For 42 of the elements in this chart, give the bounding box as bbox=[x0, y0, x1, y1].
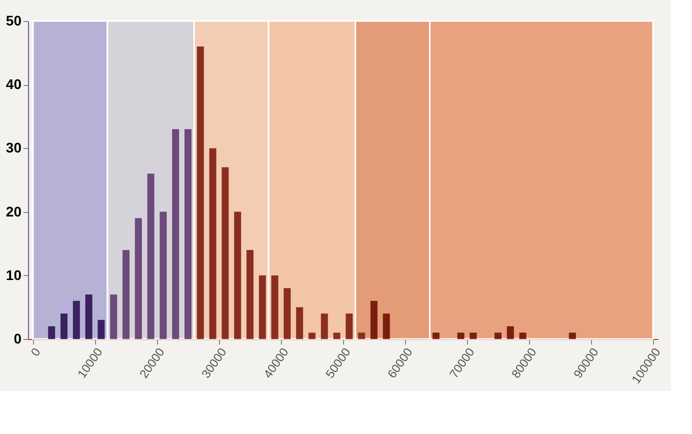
y-tick-label: 0 bbox=[14, 330, 22, 346]
y-tick-label: 20 bbox=[6, 203, 22, 220]
bar bbox=[160, 212, 167, 339]
bar bbox=[284, 288, 291, 339]
bar bbox=[172, 129, 180, 339]
bar bbox=[358, 332, 366, 339]
bar bbox=[147, 174, 154, 339]
bar bbox=[98, 320, 105, 339]
bar bbox=[382, 314, 390, 339]
bar bbox=[258, 275, 266, 339]
bar bbox=[271, 275, 278, 339]
x-tick-label: 0 bbox=[28, 345, 44, 359]
bar bbox=[48, 326, 56, 339]
bar bbox=[134, 218, 142, 339]
bar bbox=[519, 332, 526, 339]
bar bbox=[60, 314, 68, 339]
bar bbox=[209, 148, 216, 339]
bar bbox=[333, 332, 340, 339]
bar bbox=[110, 294, 118, 339]
bar bbox=[346, 314, 353, 339]
bar bbox=[122, 250, 130, 339]
bar bbox=[370, 300, 378, 339]
y-tick-label: 10 bbox=[6, 266, 22, 283]
bar bbox=[196, 46, 204, 339]
bar bbox=[457, 332, 464, 339]
bar bbox=[506, 326, 514, 339]
bar bbox=[72, 300, 80, 339]
bar bbox=[296, 307, 304, 339]
bar bbox=[432, 332, 440, 339]
bar bbox=[308, 332, 316, 339]
bar bbox=[494, 332, 502, 339]
bar bbox=[568, 332, 576, 339]
y-tick-label: 50 bbox=[6, 12, 22, 28]
bar bbox=[320, 314, 328, 339]
y-tick-label: 30 bbox=[6, 140, 22, 156]
bar bbox=[222, 167, 229, 339]
y-tick-label: 40 bbox=[6, 76, 22, 92]
bar bbox=[184, 129, 192, 339]
bar bbox=[234, 212, 242, 339]
bar bbox=[85, 294, 92, 339]
bar bbox=[246, 250, 254, 339]
bar bbox=[470, 332, 477, 339]
